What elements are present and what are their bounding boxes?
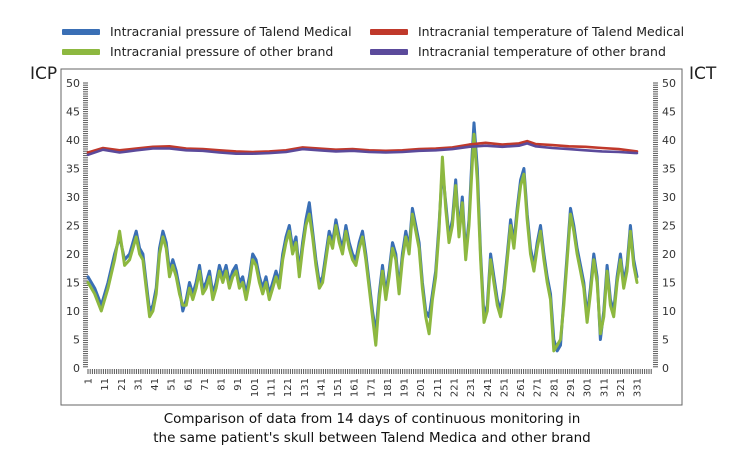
x-tick-label: 271 xyxy=(533,378,544,397)
left-y-tick-label: 15 xyxy=(66,277,80,290)
x-tick-label: 301 xyxy=(583,378,594,397)
x-tick-label: 1 xyxy=(84,378,95,384)
series-line-ict-other xyxy=(86,142,639,157)
right-y-tick-label: 40 xyxy=(662,134,676,147)
legend-swatch-ict-other xyxy=(370,48,408,55)
left-y-tick-label: 10 xyxy=(66,305,80,318)
right-y-tick-label: 20 xyxy=(662,248,676,261)
x-tick-label: 331 xyxy=(633,378,644,397)
x-tick-label: 191 xyxy=(400,378,411,397)
x-tick-label: 51 xyxy=(167,378,178,391)
x-tick-label: 111 xyxy=(267,378,278,397)
x-tick-label: 21 xyxy=(117,378,128,391)
x-tick-label: 281 xyxy=(549,378,560,397)
legend-label-icp-other: Intracranial pressure of other brand xyxy=(110,44,334,59)
x-tick-label: 121 xyxy=(283,378,294,397)
chart-caption: Comparison of data from 14 days of conti… xyxy=(0,410,744,448)
right-axis-label: ICT xyxy=(689,64,717,84)
x-tick-label: 231 xyxy=(466,378,477,397)
legend-label-icp-talend: Intracranial pressure of Talend Medical xyxy=(110,24,352,39)
left-y-tick-label: 45 xyxy=(66,106,80,119)
left-y-tick-label: 30 xyxy=(66,191,80,204)
left-axis-label: ICP xyxy=(30,64,58,84)
x-tick-label: 311 xyxy=(599,378,610,397)
left-y-tick-label: 35 xyxy=(66,163,80,176)
x-tick-label: 91 xyxy=(233,378,244,391)
x-tick-label: 181 xyxy=(383,378,394,397)
right-y-tick-label: 15 xyxy=(662,277,676,290)
legend-swatch-icp-other xyxy=(62,48,100,55)
right-y-tick-label: 45 xyxy=(662,106,676,119)
x-tick-label: 211 xyxy=(433,378,444,397)
x-tick-label: 131 xyxy=(300,378,311,397)
right-y-tick-label: 35 xyxy=(662,163,676,176)
x-tick-label: 141 xyxy=(316,378,327,397)
x-tick-label: 71 xyxy=(200,378,211,391)
x-tick-label: 261 xyxy=(516,378,527,397)
legend-swatch-ict-talend xyxy=(370,28,408,35)
legend-item-ict-other: Intracranial temperature of other brand xyxy=(370,44,666,59)
left-y-tick-label: 40 xyxy=(66,134,80,147)
series-line-icp-other xyxy=(86,132,639,353)
right-y-tick-label: 50 xyxy=(662,77,676,90)
legend-item-ict-talend: Intracranial temperature of Talend Medic… xyxy=(370,24,684,39)
x-tick-label: 241 xyxy=(483,378,494,397)
legend-item-icp-other: Intracranial pressure of other brand xyxy=(62,44,333,59)
left-y-tick-label: 0 xyxy=(73,362,80,375)
x-tick-label: 31 xyxy=(133,378,144,391)
x-tick-label: 221 xyxy=(450,378,461,397)
right-y-tick-label: 10 xyxy=(662,305,676,318)
x-tick-label: 201 xyxy=(416,378,427,397)
right-y-tick-label: 0 xyxy=(662,362,669,375)
left-y-tick-label: 5 xyxy=(73,334,80,347)
plot-frame xyxy=(60,68,683,406)
left-y-tick-label: 50 xyxy=(66,77,80,90)
series-line-ict-talend xyxy=(86,139,639,154)
legend-swatch-icp-talend xyxy=(62,28,100,35)
x-tick-label: 161 xyxy=(350,378,361,397)
x-tick-label: 101 xyxy=(250,378,261,397)
left-y-tick-label: 20 xyxy=(66,248,80,261)
legend-item-icp-talend: Intracranial pressure of Talend Medical xyxy=(62,24,352,39)
right-axis-tick-bar xyxy=(653,82,658,368)
right-y-tick-label: 5 xyxy=(662,334,669,347)
x-tick-label: 61 xyxy=(183,378,194,391)
legend-label-ict-talend: Intracranial temperature of Talend Medic… xyxy=(418,24,685,39)
bottom-axis-tick-bar xyxy=(87,369,652,374)
right-y-tick-label: 25 xyxy=(662,220,676,233)
x-tick-label: 151 xyxy=(333,378,344,397)
chart-legend: Intracranial pressure of Talend Medical … xyxy=(0,20,744,64)
x-tick-label: 11 xyxy=(100,378,111,391)
x-tick-label: 81 xyxy=(217,378,228,391)
legend-label-ict-other: Intracranial temperature of other brand xyxy=(418,44,666,59)
right-y-tick-label: 30 xyxy=(662,191,676,204)
x-tick-label: 41 xyxy=(150,378,161,391)
left-y-tick-label: 25 xyxy=(66,220,80,233)
caption-line-1: Comparison of data from 14 days of conti… xyxy=(163,411,581,427)
x-tick-label: 321 xyxy=(616,378,627,397)
x-tick-label: 171 xyxy=(366,378,377,397)
x-tick-label: 291 xyxy=(566,378,577,397)
left-axis-tick-bar xyxy=(83,82,88,368)
x-tick-label: 251 xyxy=(499,378,510,397)
caption-line-2: the same patient's skull between Talend … xyxy=(153,430,591,446)
